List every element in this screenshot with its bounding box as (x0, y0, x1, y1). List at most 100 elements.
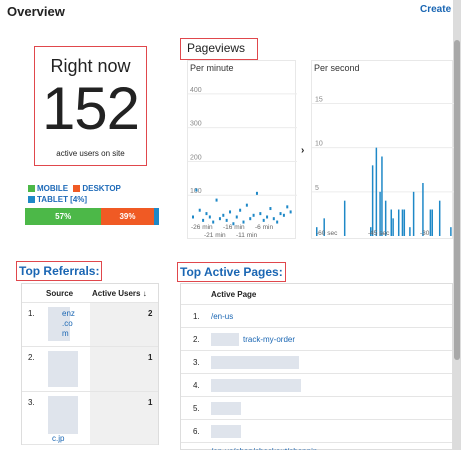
x-tick-label: -45 sec (368, 230, 390, 237)
redacted-block (211, 356, 299, 369)
value-cell-bg (90, 392, 158, 444)
minute-mark (279, 212, 282, 216)
source-link[interactable]: enz .co m (62, 309, 75, 338)
table-row[interactable]: 7./en-us/shop/checkout/shoppin (181, 443, 452, 450)
table-row[interactable]: 1. enz .co m 2 (22, 303, 158, 347)
second-bar (409, 227, 411, 236)
chevron-right-icon[interactable]: › (301, 145, 305, 156)
minute-mark (276, 220, 279, 224)
x-tick-label: -16 min (223, 224, 245, 231)
device-share-bar: 57% 39% (25, 208, 159, 225)
row-index: 5. (193, 404, 200, 413)
table-row[interactable]: 6. (181, 420, 452, 443)
redacted-block (48, 351, 78, 387)
referrals-header-row: Source Active Users ↓ (22, 284, 158, 303)
pageviews-label: Pageviews (180, 38, 258, 60)
x-tick-label: -26 min (191, 224, 213, 231)
second-bar (429, 209, 432, 236)
minute-mark (229, 210, 232, 214)
active-page-column-header[interactable]: Active Page (211, 290, 257, 299)
redacted-block (211, 333, 239, 346)
minute-mark (235, 215, 238, 219)
table-row[interactable]: 4. (181, 374, 452, 397)
active-users-value: 1 (148, 398, 153, 407)
minute-mark (249, 217, 252, 221)
minute-mark (225, 218, 228, 222)
table-row[interactable]: 2. 1 (22, 347, 158, 392)
second-bar (375, 147, 378, 236)
second-bar (403, 209, 406, 236)
minute-mark (286, 205, 289, 209)
legend-item-tablet: TABLET [4%] (28, 195, 87, 204)
redacted-block (211, 379, 301, 392)
x-tick-label: -30 (420, 230, 430, 237)
active-page-link[interactable]: /en-us (211, 312, 234, 321)
minute-mark (198, 208, 201, 212)
tablet-swatch (28, 196, 35, 203)
minute-mark (192, 215, 194, 219)
second-bar (323, 218, 325, 236)
active-users-label: active users on site (56, 149, 125, 158)
active-users-count: 152 (41, 75, 140, 142)
right-now-title: Right now (50, 56, 131, 76)
x-tick-label: -6 min (255, 224, 273, 231)
table-row[interactable]: 3. (181, 351, 452, 374)
active-pages-table: Active Page 1. /en-us 2. track-my-order 3. 4.… (180, 283, 453, 450)
minute-mark (266, 215, 269, 219)
active-users-column-header[interactable]: Active Users ↓ (92, 289, 147, 298)
y-tick-label: 300 (190, 121, 202, 128)
value-cell-bg (90, 347, 158, 391)
second-bar (390, 209, 393, 236)
top-active-pages-title: Top Active Pages: (177, 262, 286, 282)
top-referrals-title: Top Referrals: (16, 261, 103, 281)
table-row[interactable]: 1. /en-us (181, 305, 452, 328)
row-index: 4. (193, 381, 200, 390)
redacted-block (211, 402, 241, 415)
mobile-swatch (28, 185, 35, 192)
second-bar (384, 200, 387, 236)
desktop-share-segment: 39% (101, 208, 154, 225)
table-row[interactable]: 3. c.jp 1 (22, 392, 158, 445)
minute-mark (242, 220, 245, 224)
minute-mark (232, 222, 235, 226)
minute-mark (239, 208, 242, 212)
scrollbar-thumb[interactable] (454, 40, 460, 360)
x-tick-label: -21 min (204, 232, 226, 239)
second-bar (422, 183, 424, 236)
row-index: 1. (28, 309, 35, 318)
y-tick-label: 100 (190, 188, 202, 195)
second-bar (438, 200, 441, 236)
active-page-link[interactable]: track-my-order (243, 335, 296, 344)
redacted-block (48, 307, 70, 341)
per-minute-chart: Per minute 400 300 200 100 -26 min -16 min -6 … (187, 60, 297, 239)
row-index: 1. (193, 312, 200, 321)
per-minute-plot: 400 300 200 100 -26 min -16 min -6 min -21 min -… (188, 87, 297, 239)
mobile-share-segment: 57% (25, 208, 102, 225)
second-bar (397, 209, 400, 236)
second-bar (392, 218, 394, 236)
active-pages-header-row: Active Page (181, 284, 452, 305)
second-bar (431, 209, 433, 236)
second-bar (370, 227, 372, 236)
y-tick-label: 15 (315, 97, 323, 104)
sort-down-icon[interactable]: ↓ (142, 289, 147, 298)
create-button[interactable]: Create (420, 4, 452, 15)
y-tick-label: 400 (190, 87, 202, 94)
minute-mark (208, 215, 211, 219)
second-bar (450, 227, 452, 236)
device-legend: MOBILE DESKTOP TABLET [4%] (28, 183, 124, 205)
source-column-header[interactable]: Source (46, 289, 74, 298)
row-index: 6. (193, 427, 200, 436)
active-page-link[interactable]: /en-us/shop/checkout/shoppin (211, 447, 317, 450)
minute-mark (255, 191, 258, 195)
table-row[interactable]: 5. (181, 397, 452, 420)
desktop-swatch (73, 185, 81, 192)
table-row[interactable]: 2. track-my-order (181, 328, 452, 351)
source-link[interactable]: c.jp (52, 434, 65, 443)
second-bar (412, 191, 415, 236)
x-tick-label: -11 min (236, 232, 258, 239)
y-tick-label: 5 (315, 185, 319, 192)
minute-mark (215, 198, 218, 202)
second-bar (401, 209, 404, 236)
minute-mark (222, 213, 225, 217)
